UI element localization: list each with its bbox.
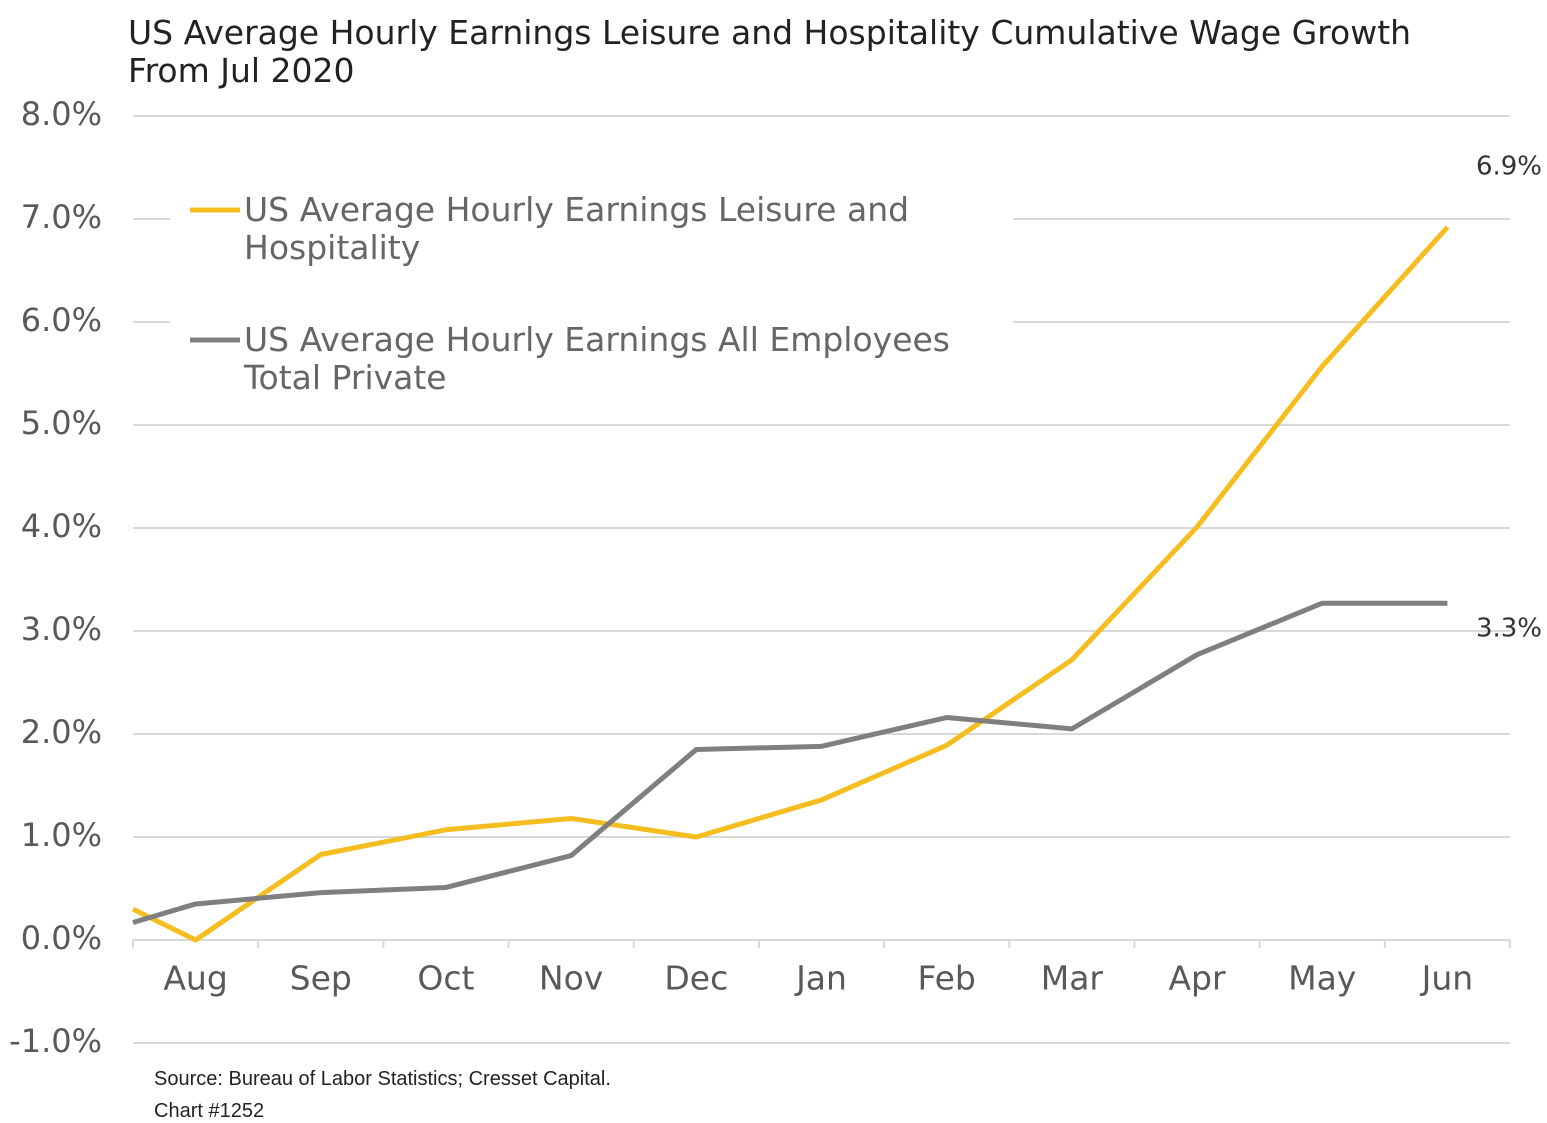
legend-box bbox=[170, 162, 1013, 412]
x-tick-label: Jun bbox=[1420, 959, 1474, 998]
x-tick-label: Sep bbox=[290, 959, 352, 998]
y-tick-label: 8.0% bbox=[21, 95, 102, 133]
y-tick-label: 3.0% bbox=[21, 610, 102, 648]
line-series bbox=[131, 225, 1450, 943]
y-tick-label: 1.0% bbox=[21, 816, 102, 854]
y-tick-label: 4.0% bbox=[21, 507, 102, 545]
source-note: Chart #1252 bbox=[154, 1100, 265, 1122]
x-tick-label: Aug bbox=[163, 959, 227, 998]
y-tick-label: 5.0% bbox=[21, 404, 102, 442]
x-tick-label: Nov bbox=[539, 959, 603, 998]
y-tick-label: 7.0% bbox=[21, 198, 102, 236]
x-tick-label: Feb bbox=[917, 959, 975, 998]
x-tick-label: Oct bbox=[417, 959, 474, 998]
data-label: 6.9% bbox=[1476, 152, 1542, 182]
x-tick-label: Jan bbox=[794, 959, 847, 998]
y-tick-label: 2.0% bbox=[21, 713, 102, 751]
x-tick-label: Dec bbox=[664, 959, 728, 998]
data-label: 3.3% bbox=[1476, 614, 1542, 644]
x-tick-label: Apr bbox=[1168, 959, 1226, 998]
line-series bbox=[132, 600, 1448, 925]
legend-label: US Average Hourly Earnings Leisure and H… bbox=[244, 190, 910, 267]
x-tick-label: Mar bbox=[1041, 959, 1104, 998]
y-tick-label: -1.0% bbox=[9, 1022, 102, 1060]
y-tick-label: 6.0% bbox=[21, 301, 102, 339]
legend-label: US Average Hourly Earnings All Employees… bbox=[244, 320, 950, 397]
source-note: Source: Bureau of Labor Statistics; Cres… bbox=[154, 1068, 611, 1090]
chart-title: US Average Hourly Earnings Leisure and H… bbox=[128, 13, 1412, 90]
y-tick-label: 0.0% bbox=[21, 919, 102, 957]
x-tick-label: May bbox=[1288, 959, 1356, 998]
